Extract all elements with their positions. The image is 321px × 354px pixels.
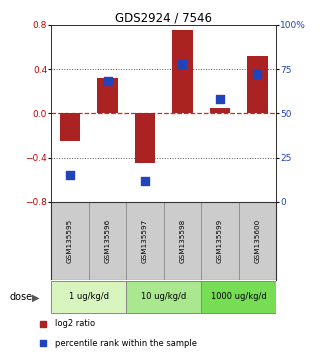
Point — [40, 341, 45, 346]
Text: 10 ug/kg/d: 10 ug/kg/d — [141, 292, 186, 301]
Bar — [60, 113, 80, 141]
Text: 1 ug/kg/d: 1 ug/kg/d — [69, 292, 109, 301]
Text: GSM135597: GSM135597 — [142, 218, 148, 263]
Bar — [172, 30, 193, 113]
Text: ▶: ▶ — [31, 292, 39, 302]
Text: log2 ratio: log2 ratio — [55, 319, 95, 329]
Bar — [51, 281, 126, 313]
Text: GSM135599: GSM135599 — [217, 218, 223, 263]
Point — [180, 61, 185, 67]
Point — [40, 321, 45, 327]
Text: GSM135598: GSM135598 — [179, 218, 186, 263]
Point — [217, 96, 222, 102]
Text: 1000 ug/kg/d: 1000 ug/kg/d — [211, 292, 266, 301]
Bar — [201, 281, 276, 313]
Bar — [247, 56, 268, 113]
Text: GSM135595: GSM135595 — [67, 218, 73, 263]
Title: GDS2924 / 7546: GDS2924 / 7546 — [115, 12, 212, 25]
Bar — [126, 281, 201, 313]
Text: percentile rank within the sample: percentile rank within the sample — [55, 339, 196, 348]
Point — [105, 79, 110, 84]
Text: GSM135596: GSM135596 — [105, 218, 110, 263]
Bar — [210, 108, 230, 113]
Point — [143, 178, 148, 183]
Text: dose: dose — [10, 292, 33, 302]
Bar — [97, 78, 118, 113]
Point — [67, 172, 73, 178]
Point — [255, 72, 260, 77]
Text: GSM135600: GSM135600 — [254, 218, 260, 263]
Bar — [135, 113, 155, 163]
